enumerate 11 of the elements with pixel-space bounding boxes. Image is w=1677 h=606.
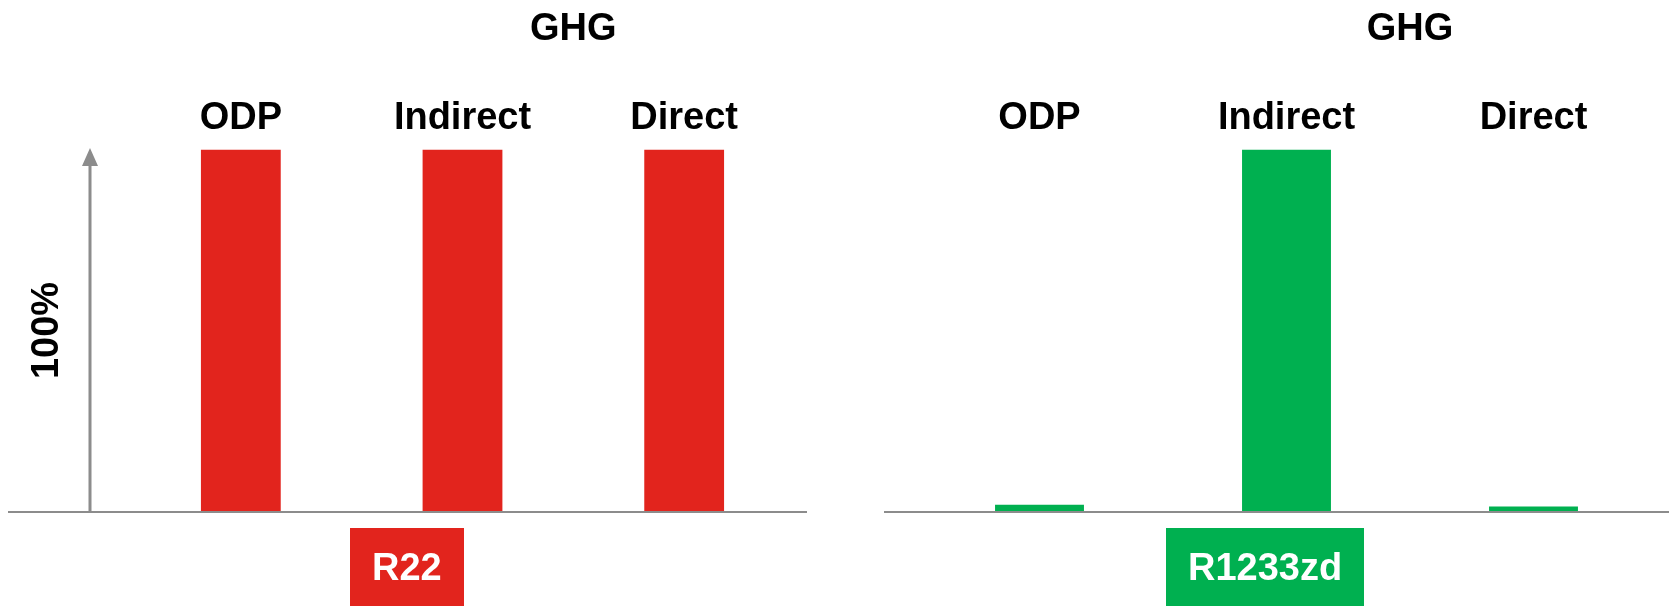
y-axis-title: 100% (23, 281, 67, 379)
x-tick-label: Direct (630, 95, 739, 138)
x-axis-title: R1233zd (1166, 528, 1365, 606)
x-tick-label: Direct (1479, 95, 1588, 138)
x-axis-title: R22 (350, 528, 464, 606)
text: GHG (530, 6, 617, 49)
text: GHG (1366, 6, 1454, 49)
x-tick-label: Indirect (393, 95, 532, 138)
x-tick-label: ODP (998, 95, 1081, 138)
x-tick-label: ODP (199, 95, 283, 138)
x-tick-label: Indirect (1217, 95, 1356, 138)
